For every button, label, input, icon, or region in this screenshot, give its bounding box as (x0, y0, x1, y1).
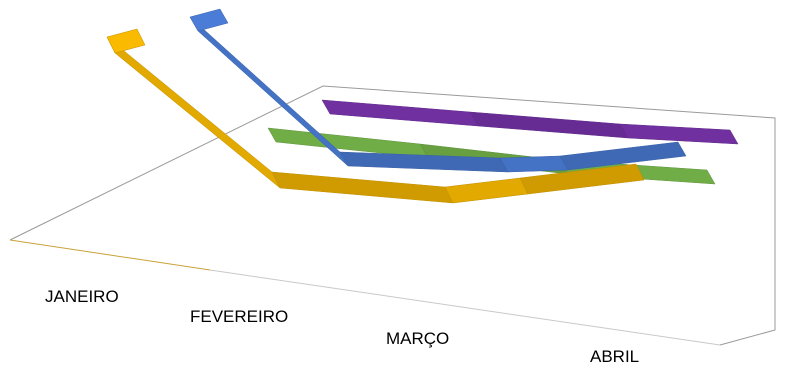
ribbon-segment (106, 36, 281, 189)
floor-front-edge (9, 239, 211, 271)
ribbon-segment (499, 155, 569, 173)
ribbon-cap (189, 8, 229, 32)
ribbon-segment (444, 177, 529, 204)
floor-outline (9, 85, 776, 346)
ribbon-segment (321, 99, 479, 127)
floor-front-edge-right (209, 269, 721, 346)
x-axis-labels: JANEIRO FEVEREIRO MARÇO ABRIL (45, 287, 639, 366)
series-ribbons (106, 8, 739, 204)
ribbon-segment (271, 171, 454, 204)
ribbon-segment (559, 141, 687, 171)
ribbon-segment (469, 111, 629, 139)
series-ribbon-4 (106, 28, 645, 204)
x-tick-label: MARÇO (386, 329, 449, 348)
series-ribbon-1 (321, 99, 739, 145)
x-tick-label: FEVEREIRO (190, 307, 288, 326)
ribbon-segment (519, 163, 645, 195)
ribbon-cap (106, 28, 146, 54)
chart-floor (9, 85, 776, 346)
x-tick-label: JANEIRO (45, 287, 119, 306)
ribbon-segment (619, 123, 739, 145)
ribbon-segment (189, 16, 349, 167)
x-tick-label: ABRIL (590, 347, 639, 366)
series-ribbon-3 (189, 8, 687, 173)
